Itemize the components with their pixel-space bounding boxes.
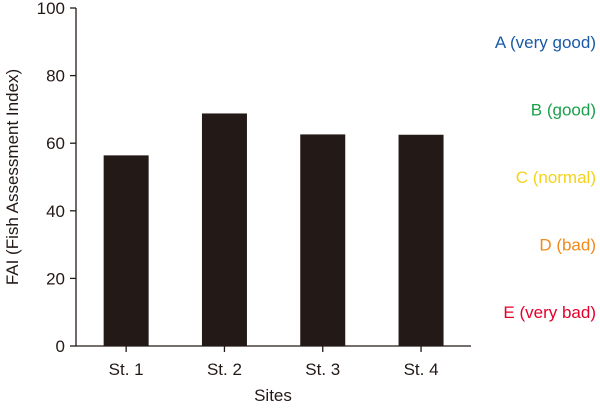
x-tick-label: St. 1 xyxy=(109,360,144,379)
x-tick-label: St. 4 xyxy=(404,360,439,379)
bar-1 xyxy=(103,155,149,346)
y-tick-label: 60 xyxy=(46,134,65,153)
y-tick-label: 20 xyxy=(46,269,65,288)
x-tick-label: St. 2 xyxy=(207,360,242,379)
y-tick-label: 80 xyxy=(46,67,65,86)
grade-annotation: A (very good) xyxy=(495,33,596,52)
y-tick-label: 100 xyxy=(37,0,65,18)
grade-annotation: E (very bad) xyxy=(503,303,596,322)
bar-3 xyxy=(300,134,346,346)
grade-annotation: C (normal) xyxy=(516,168,596,187)
y-axis-label: FAI (Fish Assessment Index) xyxy=(3,69,22,285)
bar-4 xyxy=(398,134,444,346)
x-axis-label: Sites xyxy=(254,386,292,405)
grade-annotation: B (good) xyxy=(531,100,596,119)
bar-2 xyxy=(201,113,247,347)
grade-annotation: D (bad) xyxy=(539,236,596,255)
y-tick-label: 40 xyxy=(46,202,65,221)
x-tick-label: St. 3 xyxy=(305,360,340,379)
y-tick-label: 0 xyxy=(56,337,65,356)
